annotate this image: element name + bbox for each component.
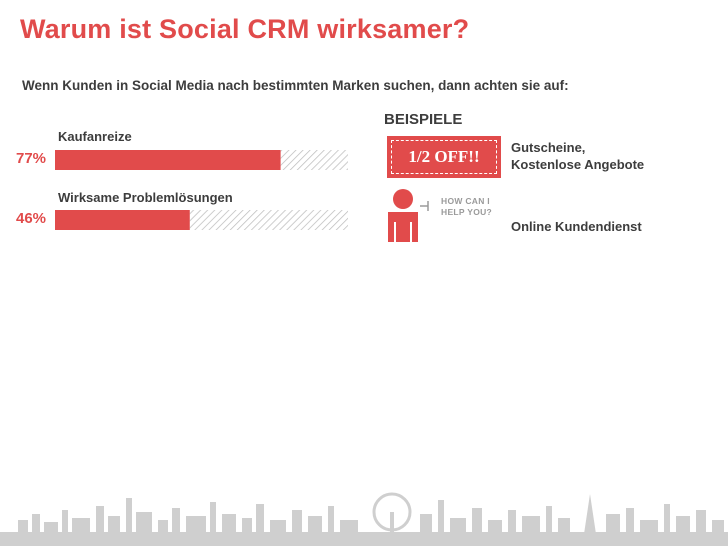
example-label-online-kundendienst: Online Kundendienst bbox=[511, 219, 642, 234]
speech-tick-icon bbox=[420, 201, 429, 211]
coupon-text: 1/2 OFF!! bbox=[408, 147, 480, 166]
speech-text-line1: HOW CAN I bbox=[441, 196, 490, 206]
bar-remainder-1 bbox=[189, 210, 348, 230]
bar-remainder-0 bbox=[280, 150, 348, 170]
customer-service-person-icon bbox=[388, 189, 418, 242]
bar-0 bbox=[55, 150, 281, 170]
page-title: Warum ist Social CRM wirksamer? bbox=[20, 14, 470, 44]
coupon-icon: 1/2 OFF!! bbox=[387, 136, 501, 178]
category-label-problemloesungen: Wirksame Problemlösungen bbox=[58, 190, 233, 205]
value-label-46: 46% bbox=[16, 210, 47, 227]
value-label-77: 77% bbox=[16, 150, 47, 167]
examples-heading: BEISPIELE bbox=[384, 111, 463, 128]
city-skyline-icon bbox=[0, 492, 728, 546]
category-label-kaufanreize: Kaufanreize bbox=[58, 129, 132, 144]
page-subtitle: Wenn Kunden in Social Media nach bestimm… bbox=[22, 78, 569, 93]
speech-text: HOW CAN I HELP YOU? bbox=[441, 196, 492, 218]
bar-1 bbox=[55, 210, 190, 230]
speech-text-line2: HELP YOU? bbox=[441, 207, 493, 217]
example-label-kostenlose-angebote: Kostenlose Angebote bbox=[511, 157, 645, 172]
example-label-gutscheine: Gutscheine, bbox=[511, 140, 586, 155]
